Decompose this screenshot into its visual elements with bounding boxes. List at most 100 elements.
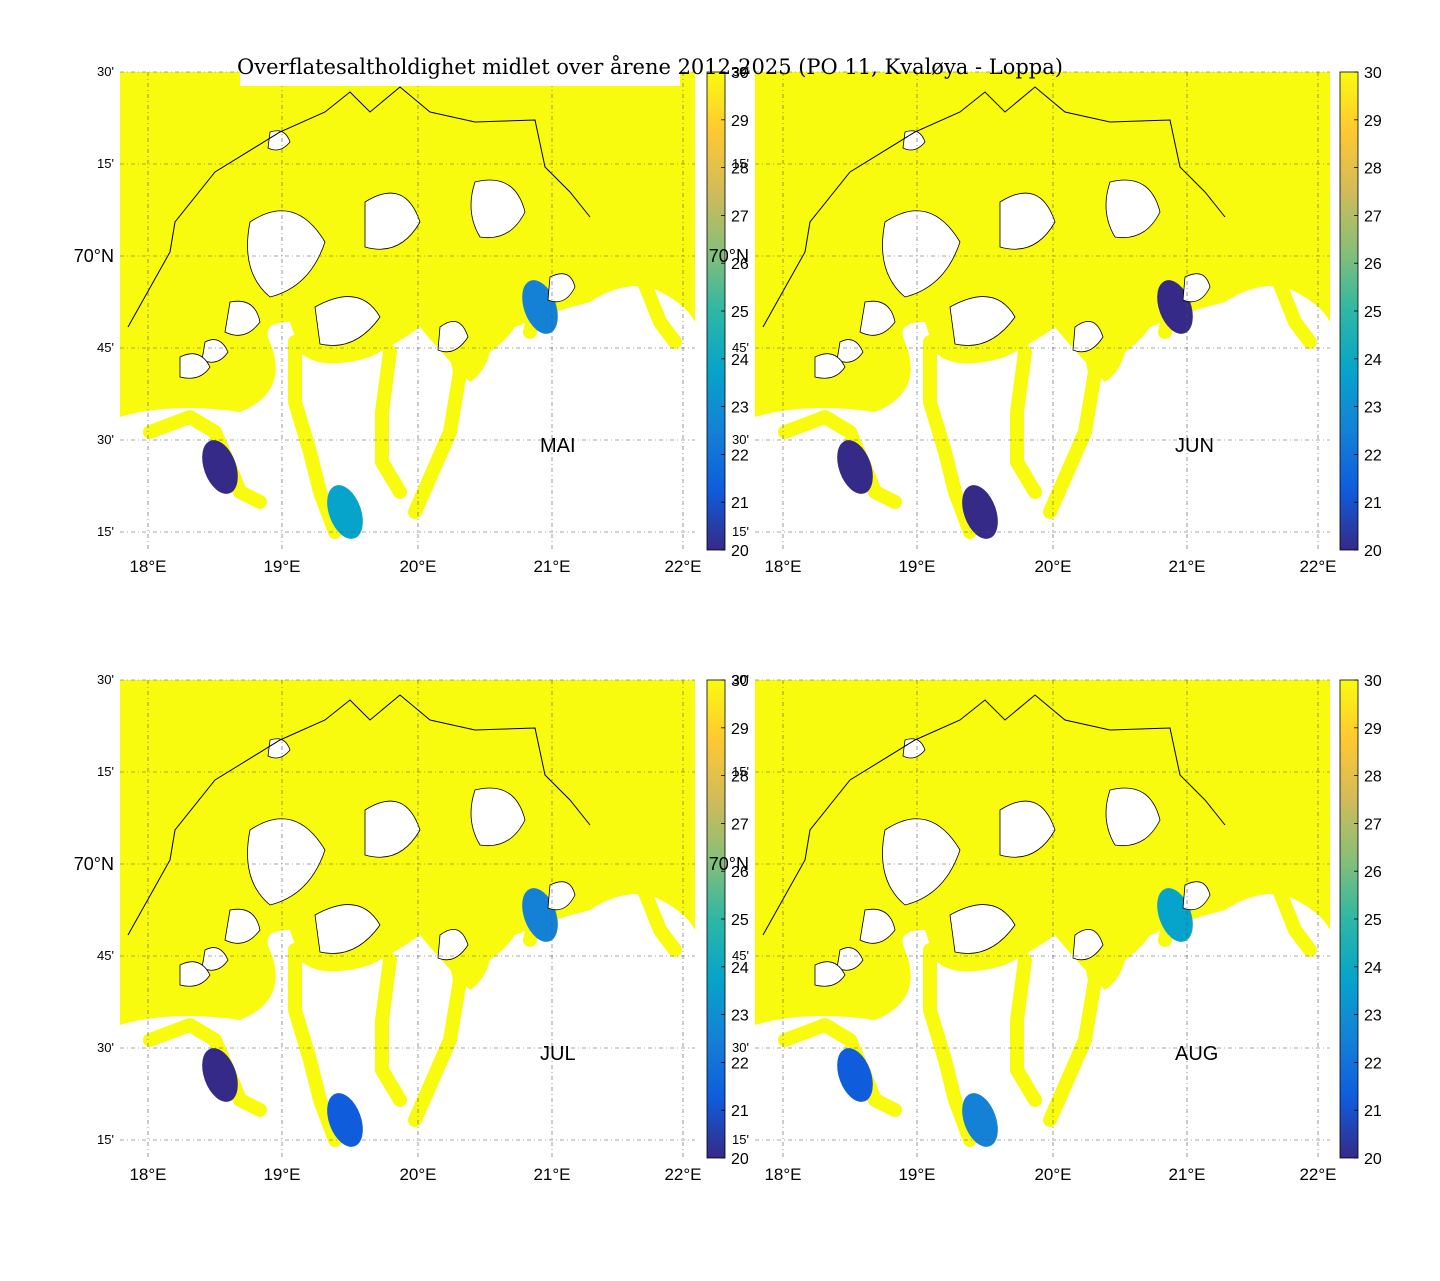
island [999,800,1056,858]
lat-tick-label: 15' [732,524,749,539]
freshwater-patch [202,1048,238,1102]
island [179,961,211,987]
freshwater-patch [202,440,238,494]
island [882,818,961,906]
lat-tick-label: 30' [97,432,114,447]
month-label: JUN [1175,435,1214,457]
colorbar-tick-label: 25 [1364,304,1382,321]
lat-tick-label: 15' [732,1132,749,1147]
lon-tick-label: 22°E [1299,557,1336,576]
lat-tick-label: 15' [97,156,114,171]
colorbar-tick-label: 24 [1364,960,1382,977]
region-boundary [762,694,1226,936]
freshwater-patch [837,1048,873,1102]
lon-tick-label: 20°E [1034,1165,1071,1184]
freshwater-patch [837,440,873,494]
lon-tick-label: 18°E [764,557,801,576]
colorbar-tick-label: 29 [731,721,749,738]
fjord [923,943,977,1147]
colorbar-tick-label: 21 [1364,495,1382,512]
colorbar-tick-label: 20 [731,543,749,560]
region-boundary [762,86,1226,328]
lon-tick-label: 21°E [533,1165,570,1184]
freshwater-patch [327,1093,363,1147]
lat-tick-label: 45' [97,948,114,963]
mainland [120,894,695,1158]
island [1072,928,1104,961]
lat-tick-label: 70°N [709,854,749,874]
colorbar-tick-label: 20 [1364,543,1382,560]
colorbar-tick-label: 23 [1364,1008,1382,1025]
fjord [633,265,682,349]
mainland [755,286,1330,550]
lon-tick-label: 20°E [399,557,436,576]
island [314,904,381,954]
month-label: MAI [540,435,576,457]
lat-tick-label: 70°N [74,854,114,874]
island [201,339,229,363]
colorbar-tick-label: 22 [1364,447,1382,464]
lat-tick-label: 30' [97,1040,114,1055]
island [179,353,211,379]
island [364,800,421,858]
island [247,818,326,906]
fjord [923,335,977,539]
title-background [240,52,680,86]
lon-tick-label: 21°E [1168,1165,1205,1184]
fjord [1010,953,1042,1107]
island [1182,881,1211,911]
island [201,947,229,971]
colorbar-tick-label: 30 [731,673,749,690]
island [314,296,381,346]
colorbar-tick-label: 29 [1364,113,1382,130]
fjord [633,873,682,957]
island [1182,273,1211,303]
lon-tick-label: 19°E [263,1165,300,1184]
island [882,210,961,298]
island [1105,179,1161,239]
colorbar-tick-label: 26 [731,256,749,273]
island [547,273,576,303]
lat-tick-label: 15' [732,156,749,171]
colorbar-tick-label: 29 [731,113,749,130]
colorbar-tick-label: 27 [731,208,749,225]
lat-tick-label: 15' [97,524,114,539]
colorbar-tick-label: 21 [1364,1103,1382,1120]
colorbar-tick-label: 29 [1364,721,1382,738]
mainland [120,286,695,550]
island [949,904,1016,954]
colorbar-tick-label: 23 [1364,400,1382,417]
island [437,320,469,353]
colorbar-tick-label: 23 [731,400,749,417]
colorbar-tick-label: 27 [1364,208,1382,225]
lat-tick-label: 45' [97,340,114,355]
fjord [1010,345,1042,499]
colorbar-tick-label: 28 [731,769,749,786]
colorbar-tick-label: 27 [731,816,749,833]
month-label: JUL [540,1043,576,1065]
lon-tick-label: 19°E [263,557,300,576]
fjord [1268,873,1317,957]
colorbar-tick-label: 30 [1364,65,1382,82]
colorbar-tick-label: 30 [731,65,749,82]
lon-tick-label: 20°E [399,1165,436,1184]
colorbar-tick-label: 20 [731,1151,749,1168]
colorbar-tick-label: 26 [1364,256,1382,273]
fjord [1268,265,1317,349]
lon-tick-label: 18°E [129,1165,166,1184]
fjord [288,335,342,539]
lon-tick-label: 22°E [664,1165,701,1184]
lat-tick-label: 15' [97,764,114,779]
island [814,353,846,379]
map-panel-jul: 18°E 19°E 20°E 21°E 22°E 30' 15' 70°N 45' 30' 15' J… [74,672,749,1184]
map-panel-jun: 18°E 19°E 20°E 21°E 22°E 30' 15' 70°N 45' 30' 15' J… [709,64,1382,576]
island [1105,787,1161,847]
colorbar-tick-label: 24 [1364,352,1382,369]
lat-tick-label: 30' [732,432,749,447]
island [859,908,896,944]
colorbar-tick-label: 30 [1364,673,1382,690]
island [547,881,576,911]
island [949,296,1016,346]
freshwater-patch [327,485,363,539]
